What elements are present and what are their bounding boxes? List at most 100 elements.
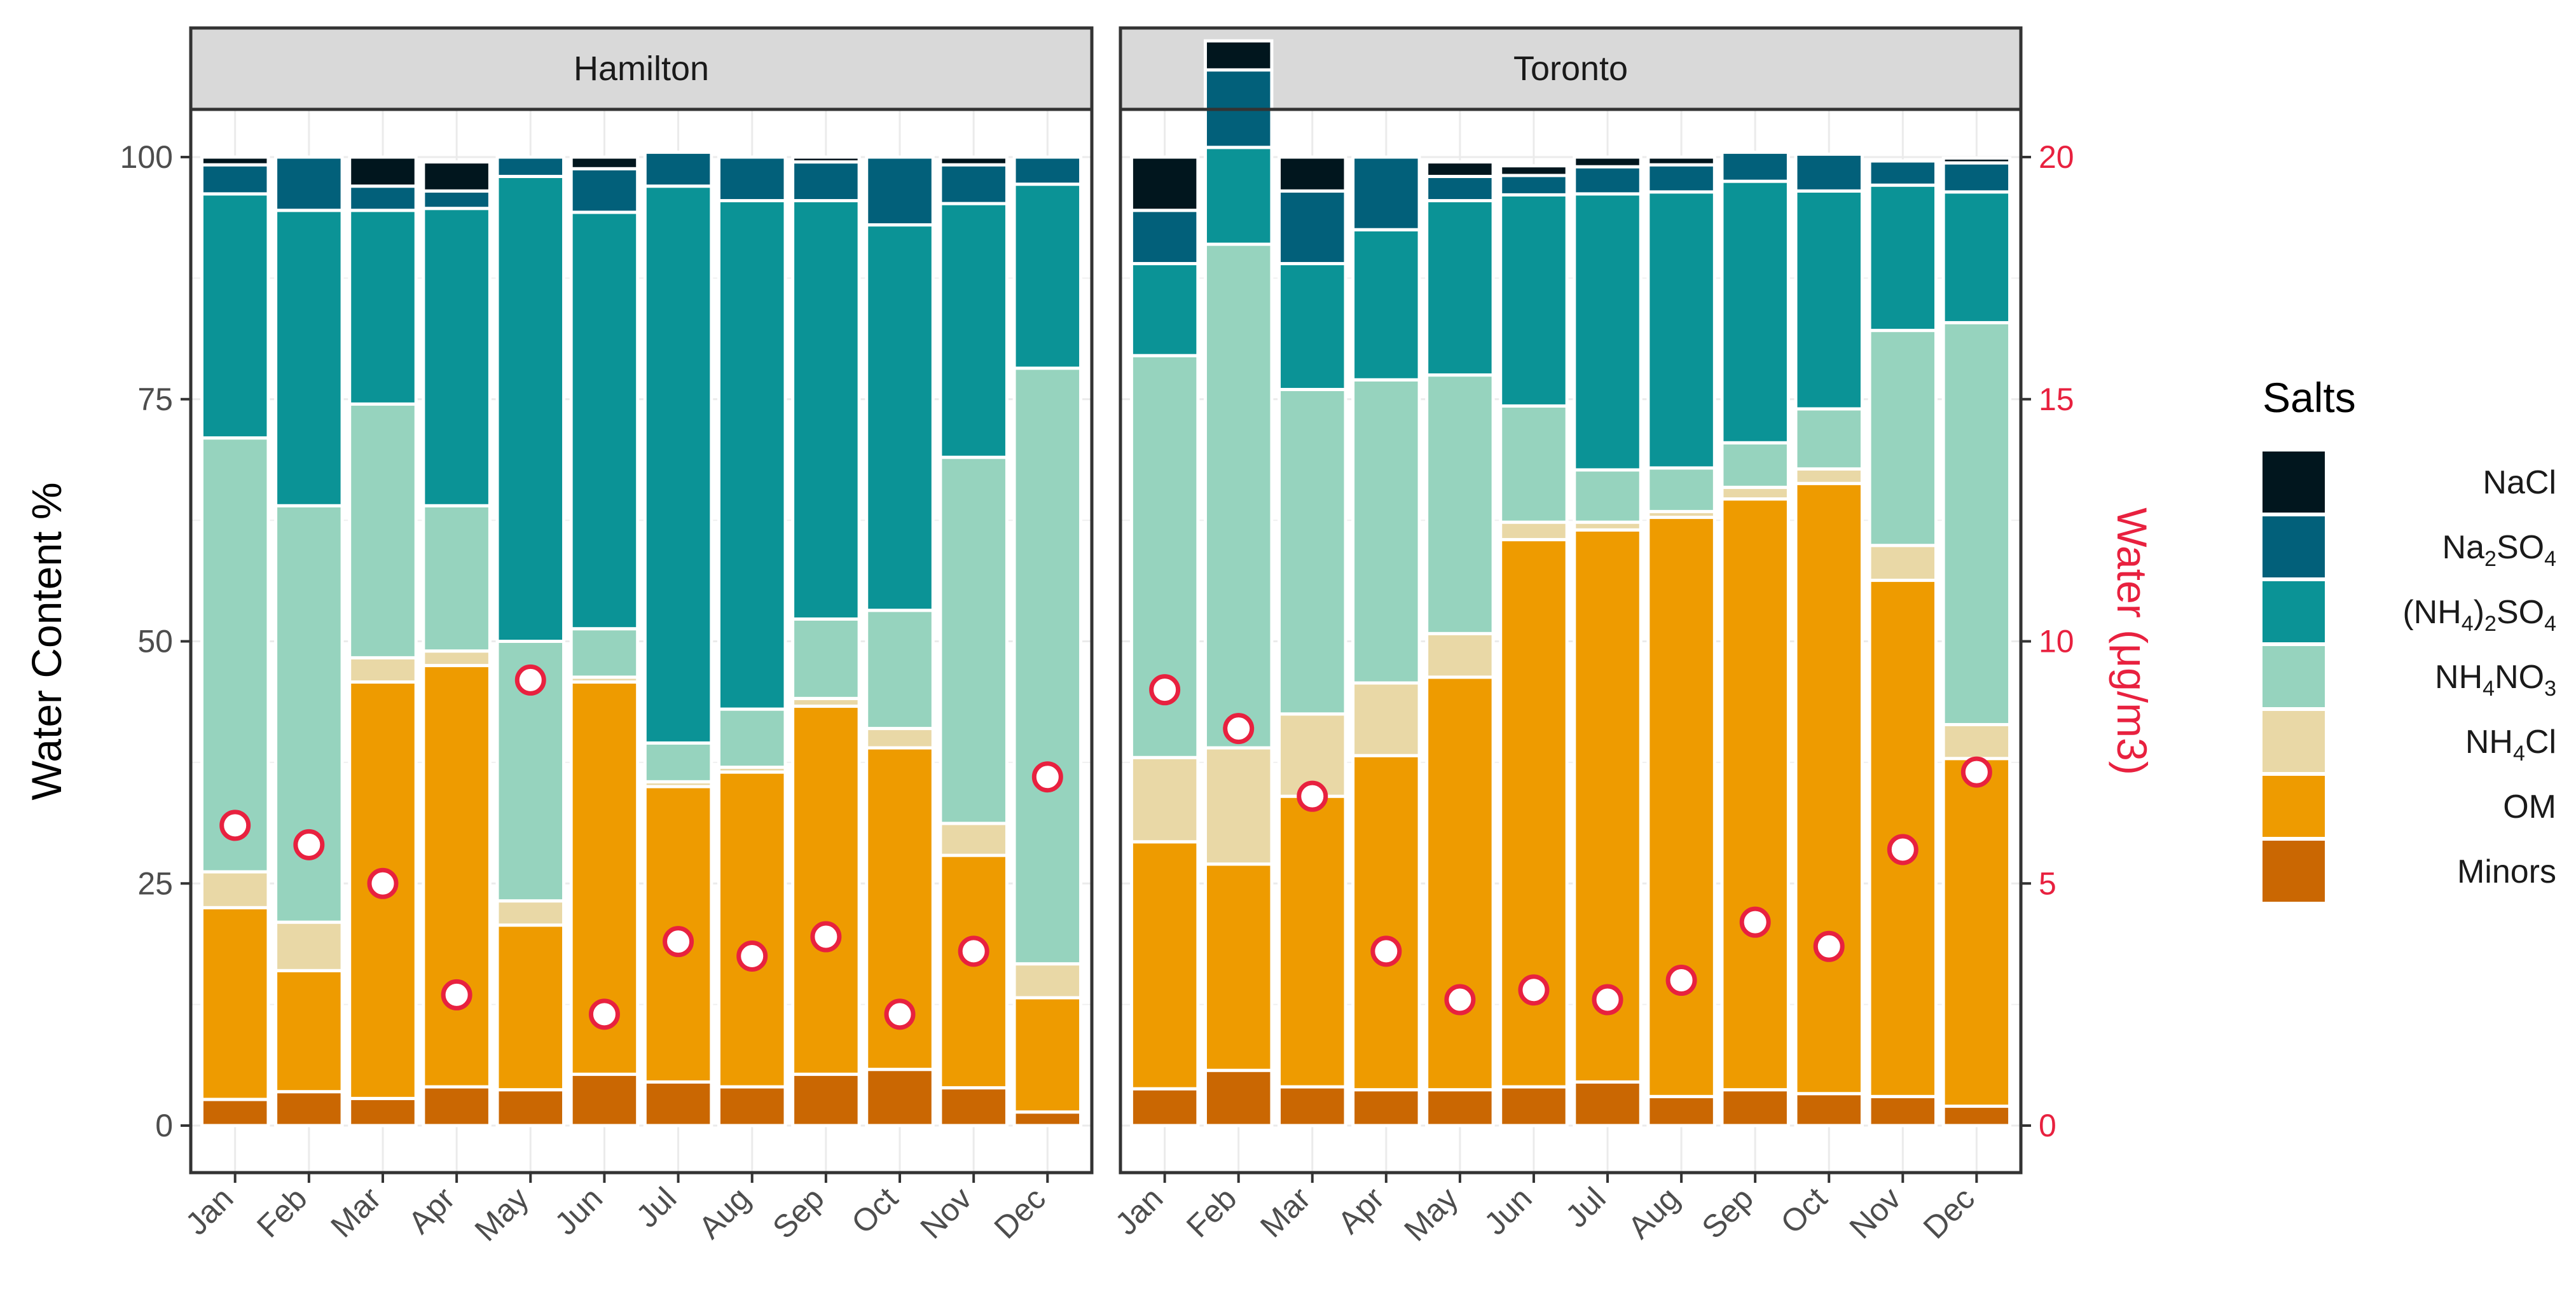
- bar-segment-nh4no3-sep: [791, 617, 861, 700]
- bar-segment-nacl-apr: [422, 160, 492, 193]
- bar-segment-nh42so4-oct: [865, 223, 935, 612]
- water-point-oct: [1813, 930, 1845, 962]
- bar-segment-nacl-aug: [1646, 155, 1716, 167]
- bar-segment-nh42so4-jul: [643, 184, 713, 745]
- bar-segment-nh42so4-dec: [1941, 190, 2012, 324]
- legend-key-minors: [2263, 841, 2325, 902]
- bar-segment-nh42so4-jan: [200, 192, 270, 440]
- bar-segment-nh4cl-dec: [1012, 962, 1083, 1000]
- bar-segment-nacl-may: [1425, 160, 1495, 178]
- water-point-may: [514, 664, 546, 696]
- bar-segment-minors-dec: [1941, 1105, 2012, 1127]
- bar-segment-nh42so4-jan: [1129, 262, 1200, 357]
- x-tick-label: Feb: [250, 1180, 314, 1244]
- bar-segment-nacl-mar: [1278, 155, 1347, 193]
- bar-segment-nacl-jan: [1129, 155, 1200, 212]
- bar-segment-nacl-jul: [1573, 155, 1643, 169]
- legend: Salts NaCl Na2SO4 (NH4)2SO4 NH4NO3 NH4Cl OM Min…: [2263, 374, 2556, 902]
- bar-segment-minors-sep: [791, 1072, 861, 1127]
- x-tick-label: Jan: [1108, 1180, 1170, 1242]
- bar-segment-na2so4-sep: [1720, 150, 1790, 183]
- facet-strip: [189, 26, 1094, 111]
- bar-segment-om-feb: [1203, 862, 1274, 1072]
- bar-segment-om-aug: [717, 770, 787, 1089]
- legend-title: Salts: [2263, 374, 2356, 421]
- bar-segment-na2so4-jul: [643, 150, 713, 188]
- bar-segment-nh4no3-nov: [1868, 329, 1938, 548]
- bar-segment-om-dec: [1941, 757, 2012, 1108]
- bar-segment-na2so4-apr: [1351, 155, 1421, 231]
- water-point-sep: [1739, 906, 1771, 938]
- bar-segment-om-nov: [939, 853, 1009, 1090]
- bar-segment-nh4no3-nov: [939, 455, 1009, 825]
- facet-label: Toronto: [1513, 50, 1628, 88]
- bar-segment-nh42so4-apr: [422, 207, 492, 507]
- bar-segment-om-feb: [274, 969, 344, 1094]
- bar-segment-nh4cl-jan: [200, 870, 270, 909]
- x-tick-label: Apr: [401, 1180, 462, 1241]
- y2-tick-label: 0: [2039, 1108, 2056, 1143]
- water-point-mar: [1297, 780, 1328, 812]
- x-tick-label: Jun: [548, 1180, 610, 1242]
- water-point-jul: [1592, 984, 1623, 1016]
- water-point-jul: [663, 926, 694, 958]
- water-point-dec: [1960, 756, 1992, 788]
- y2-axis-title: Water (μg/m3): [2109, 507, 2156, 775]
- bar-segment-minors-aug: [717, 1085, 787, 1127]
- bar-segment-na2so4-feb: [274, 155, 344, 212]
- bar-segment-nh4no3-aug: [1646, 466, 1716, 513]
- bar-segment-om-oct: [1794, 481, 1864, 1096]
- bar-segment-nh4no3-sep: [1720, 441, 1790, 489]
- bar-segment-nh4no3-jun: [569, 627, 640, 679]
- bar-segment-om-may: [495, 923, 566, 1092]
- bar-segment-na2so4-mar: [1278, 189, 1347, 266]
- bar-segment-na2so4-jan: [200, 163, 270, 196]
- x-tick-label: Nov: [1843, 1180, 1908, 1245]
- bar-segment-minors-sep: [1720, 1088, 1790, 1127]
- bar-segment-nh42so4-aug: [717, 199, 787, 711]
- legend-label: NH4NO3: [2435, 659, 2556, 701]
- legend-label: NH4Cl: [2465, 724, 2556, 766]
- legend-label: Minors: [2457, 853, 2556, 890]
- bar-segment-nh42so4-aug: [1646, 190, 1716, 470]
- bar-segment-nh4no3-jul: [1573, 468, 1643, 524]
- bar-segment-nh42so4-may: [495, 174, 566, 643]
- water-point-oct: [884, 998, 916, 1030]
- bar-segment-na2so4-nov: [1868, 159, 1938, 187]
- bar-segment-minors-jun: [569, 1072, 640, 1127]
- bar-segment-na2so4-nov: [939, 163, 1009, 205]
- bar-segment-minors-jul: [643, 1080, 713, 1127]
- bar-segment-minors-jul: [1573, 1080, 1643, 1127]
- x-tick-label: Jul: [630, 1180, 684, 1234]
- bar-segment-nh42so4-apr: [1351, 228, 1421, 382]
- water-point-sep: [810, 921, 842, 953]
- water-point-nov: [958, 935, 989, 967]
- bar-segment-nh4no3-may: [1425, 373, 1495, 635]
- y-axis-title: Water Content %: [23, 482, 70, 800]
- legend-key-nh4cl: [2263, 711, 2325, 772]
- bar-segment-minors-jun: [1499, 1085, 1569, 1127]
- x-tick-label: Sep: [766, 1180, 831, 1246]
- bar-segment-nh4no3-mar: [1278, 388, 1347, 716]
- bar-segment-minors-oct: [1794, 1092, 1864, 1127]
- bar-segment-nh42so4-nov: [1868, 183, 1938, 333]
- bar-segment-minors-apr: [422, 1085, 492, 1127]
- water-point-mar: [367, 867, 399, 899]
- bar-segment-nh42so4-mar: [348, 209, 418, 406]
- bar-segment-nh4no3-oct: [865, 609, 935, 731]
- y-tick-label: 100: [120, 139, 173, 175]
- bar-segment-minors-may: [1425, 1088, 1495, 1127]
- y-tick-label: 0: [155, 1108, 173, 1143]
- bar-segment-minors-feb: [274, 1090, 344, 1127]
- bar-segment-nh4no3-oct: [1794, 407, 1864, 471]
- x-tick-label: Sep: [1695, 1180, 1760, 1246]
- water-point-aug: [736, 940, 768, 972]
- y-tick-label: 50: [137, 624, 173, 659]
- x-tick-label: Jul: [1559, 1180, 1613, 1234]
- bar-segment-om-mar: [1278, 794, 1347, 1089]
- x-tick-label: Jan: [179, 1180, 240, 1242]
- bar-segment-nh4cl-oct: [1794, 467, 1864, 485]
- water-point-dec: [1031, 761, 1063, 793]
- bar-segment-nh42so4-may: [1425, 199, 1495, 377]
